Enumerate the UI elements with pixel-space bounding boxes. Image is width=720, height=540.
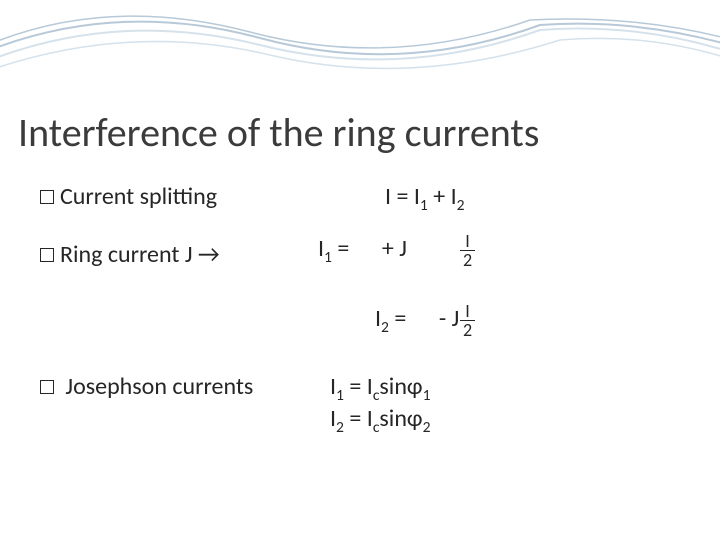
- eq-joseph-2: I2 = Icsinφ2: [330, 404, 430, 433]
- slide-title: Interference of the ring currents: [18, 108, 539, 157]
- fraction-i2: I 2: [460, 302, 475, 339]
- bullet-row-1: Current splitting: [40, 182, 217, 211]
- eq-joseph-1: I1 = Icsinφ1: [330, 372, 430, 401]
- wave-decoration: [0, 0, 720, 90]
- eq-i1: I1 = + J: [318, 234, 407, 263]
- bullet-1-label: Current splitting: [60, 182, 217, 211]
- bullet-2-label: Ring current J →: [60, 240, 220, 269]
- eq-split: I = I1 + I2: [385, 182, 465, 211]
- slide: Interference of the ring currents Curren…: [0, 0, 720, 540]
- eq-i2: I2 = - J: [375, 304, 459, 333]
- fraction-i1: I 2: [460, 232, 475, 269]
- fraction-den: 2: [460, 321, 475, 339]
- fraction-den: 2: [460, 251, 475, 269]
- bullet-box-icon: [40, 190, 54, 204]
- bullet-row-3: Josephson currents: [40, 372, 253, 401]
- bullet-3-label: Josephson currents: [60, 372, 253, 401]
- bullet-box-icon: [40, 380, 54, 394]
- bullet-row-2: Ring current J →: [40, 240, 220, 269]
- bullet-box-icon: [40, 248, 54, 262]
